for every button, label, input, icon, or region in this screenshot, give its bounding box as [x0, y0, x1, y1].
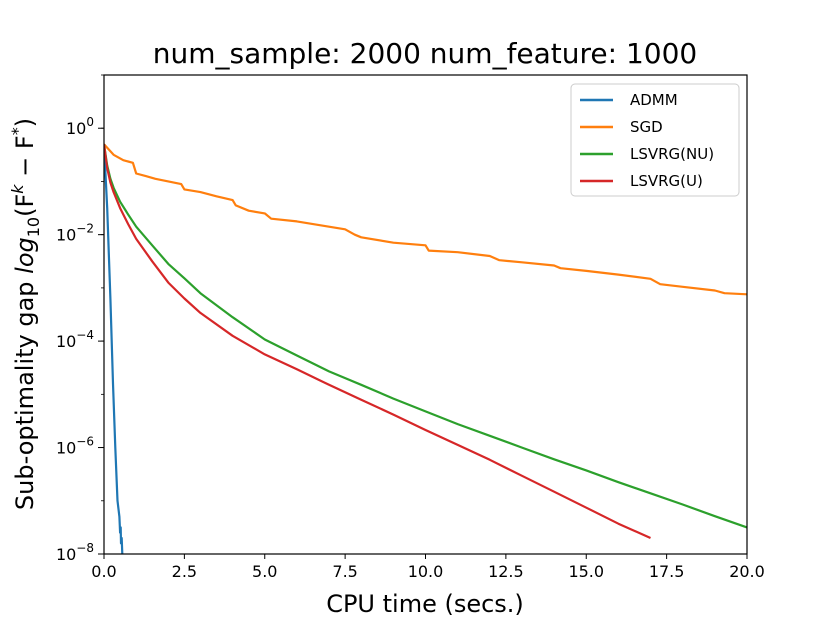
x-axis-label: CPU time (secs.)	[326, 590, 524, 618]
legend-box	[570, 83, 740, 197]
y-tick-label-base: 10	[56, 545, 76, 564]
x-tick-label: 10.0	[408, 562, 444, 581]
legend-label-lsvrg-nu: LSVRG(NU)	[630, 145, 714, 163]
x-tick-label: 17.5	[649, 562, 685, 581]
x-tick-label: 15.0	[568, 562, 604, 581]
y-tick-label-exponent: −8	[76, 541, 94, 555]
series-line-sgd	[104, 143, 747, 296]
x-tick-label: 5.0	[252, 562, 277, 581]
y-tick-label: 10−2	[56, 222, 94, 245]
y-tick-label: 100	[66, 115, 94, 138]
x-tick-label: 20.0	[729, 562, 765, 581]
x-tick-label: 2.5	[172, 562, 197, 581]
y-axis-label-open: (F	[11, 194, 39, 217]
x-axis-ticks: 0.0 2.5 5.0 7.5 10.0 12.5 15.0 17.5 20.0	[91, 554, 765, 581]
legend-label-lsvrg-u: LSVRG(U)	[630, 172, 703, 190]
y-tick-label-base: 10	[56, 439, 76, 458]
x-tick-label: 0.0	[91, 562, 116, 581]
y-tick-label: 10−4	[56, 328, 94, 351]
y-tick-label-base: 10	[56, 332, 76, 351]
y-tick-label-exponent: −2	[76, 222, 94, 236]
series-line-admm	[104, 144, 124, 554]
y-tick-label-base: 10	[56, 226, 76, 245]
y-axis-label-log-sub: 10	[24, 217, 43, 237]
y-tick-label: 10−8	[56, 541, 94, 564]
y-axis-label-star: *	[8, 127, 27, 135]
y-axis-label: Sub-optimality gap log10(Fk − F*)	[8, 118, 43, 510]
legend: ADMM SGD LSVRG(NU) LSVRG(U)	[570, 83, 740, 197]
y-axis-label-prefix: Sub-optimality gap	[11, 274, 39, 510]
y-tick-label-exponent: 0	[86, 115, 94, 129]
y-tick-label-exponent: −4	[76, 328, 94, 342]
y-tick-label-exponent: −6	[76, 435, 94, 449]
y-tick-label: 10−6	[56, 435, 94, 458]
x-tick-label: 12.5	[488, 562, 524, 581]
legend-label-admm: ADMM	[630, 91, 678, 109]
legend-label-sgd: SGD	[630, 118, 663, 136]
y-tick-label-base: 10	[66, 119, 86, 138]
series-line-lsvrg-u	[104, 144, 651, 540]
series-layer	[104, 143, 747, 554]
series-line-lsvrg-nu	[104, 144, 747, 529]
x-tick-label: 7.5	[332, 562, 357, 581]
y-axis-label-log: log	[11, 237, 39, 274]
y-axis-label-close: )	[11, 118, 39, 127]
y-axis-label-minus: − F	[11, 135, 39, 184]
chart-title: num_sample: 2000 num_feature: 1000	[153, 37, 698, 70]
y-axis-label-k: k	[8, 184, 27, 194]
